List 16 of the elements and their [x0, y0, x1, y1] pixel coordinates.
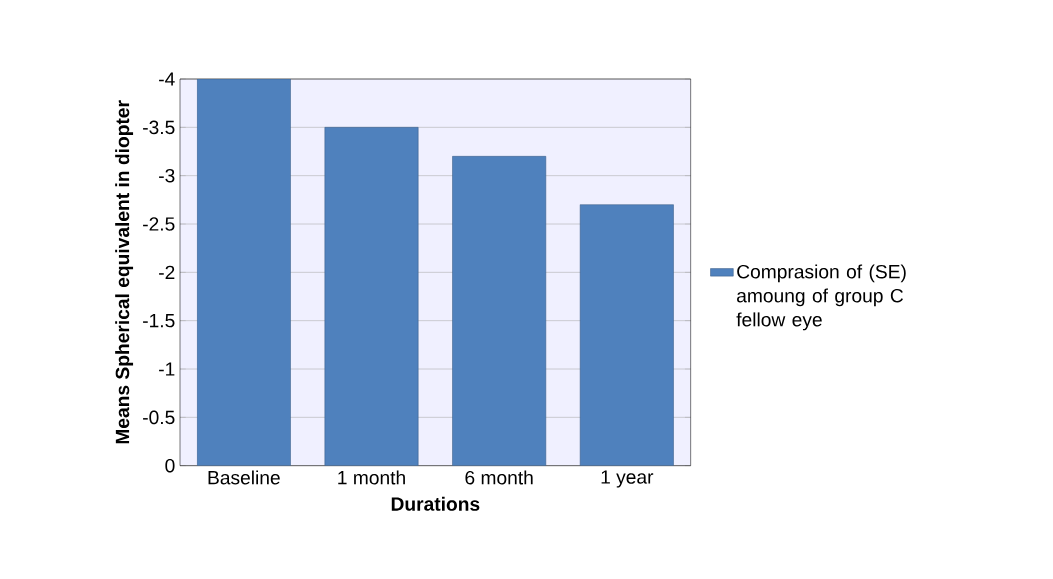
- x-tick-label: 1 year: [601, 470, 654, 488]
- y-tick-label: -1.5: [143, 313, 175, 328]
- x-tick-label: Baseline: [208, 470, 280, 485]
- y-tick-label: -1: [159, 362, 175, 376]
- y-tick-label: -3.5: [143, 120, 175, 135]
- y-tick-label: -0.5: [143, 410, 175, 425]
- y-tick-label: -4: [159, 72, 175, 86]
- x-tick-label: 6 month: [465, 470, 533, 485]
- legend-label: Comprasion of (SE) amoung of group C fellow eye: [736, 264, 906, 331]
- y-tick-label: -2.5: [143, 217, 175, 231]
- x-axis-title: Durations: [391, 496, 480, 511]
- y-tick-label: 0: [165, 458, 175, 473]
- y-tick-label: -3: [159, 168, 175, 183]
- x-tick-label: 1 month: [338, 470, 405, 485]
- y-tick-label: -2: [159, 265, 175, 280]
- y-axis-title: Means Spherical equivalent in diopter: [115, 100, 134, 444]
